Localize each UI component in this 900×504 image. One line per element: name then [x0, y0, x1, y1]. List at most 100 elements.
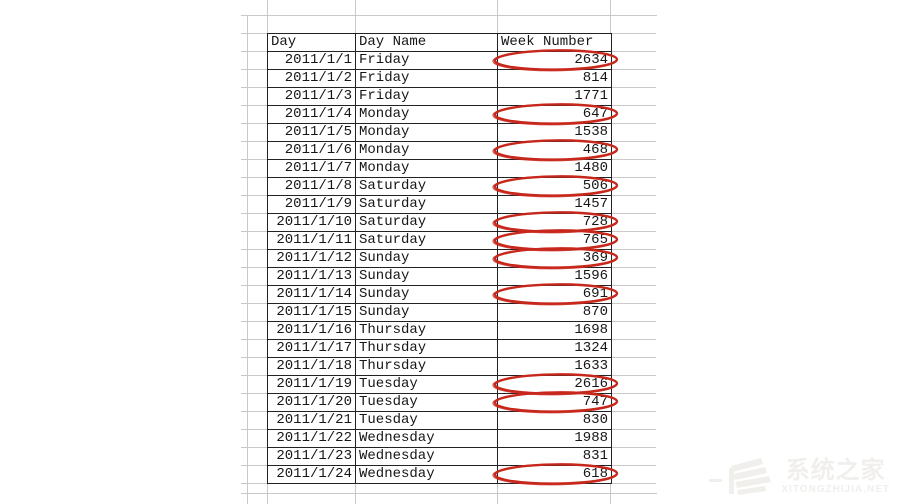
cell-day-name[interactable]: Saturday — [356, 196, 498, 214]
cell-day[interactable]: 2011/1/10 — [268, 214, 356, 232]
cell-week-number[interactable]: 506 — [498, 178, 611, 196]
cell-week-number[interactable]: 1324 — [498, 340, 611, 358]
watermark-logo — [709, 458, 772, 495]
cell-day-name[interactable]: Sunday — [356, 250, 498, 268]
cell-day[interactable]: 2011/1/8 — [268, 178, 356, 196]
cell-day-name[interactable]: Saturday — [356, 214, 498, 232]
table-row: 2011/1/11 Saturday 765 — [268, 232, 611, 250]
cell-day-name[interactable]: Monday — [356, 124, 498, 142]
cell-day-name[interactable]: Tuesday — [356, 376, 498, 394]
cell-day-name[interactable]: Saturday — [356, 178, 498, 196]
cell-day-name[interactable]: Monday — [356, 142, 498, 160]
cell-week-number[interactable]: 1457 — [498, 196, 611, 214]
cell-day-name[interactable]: Thursday — [356, 340, 498, 358]
grid-line — [241, 33, 267, 34]
cell-week-number[interactable]: 1596 — [498, 268, 611, 286]
table-row: 2011/1/17 Thursday 1324 — [268, 340, 611, 358]
cell-day-name[interactable]: Friday — [356, 88, 498, 106]
cell-day[interactable]: 2011/1/18 — [268, 358, 356, 376]
cell-day[interactable]: 2011/1/9 — [268, 196, 356, 214]
table-row: 2011/1/1 Friday 2634 — [268, 52, 611, 70]
cell-day-name[interactable]: Sunday — [356, 286, 498, 304]
grid-line — [610, 483, 656, 484]
column-header-day-name[interactable]: Day Name — [356, 34, 498, 52]
cell-week-number[interactable]: 1771 — [498, 88, 611, 106]
cell-day-name[interactable]: Tuesday — [356, 412, 498, 430]
cell-week-number[interactable]: 831 — [498, 448, 611, 466]
cell-week-number[interactable]: 468 — [498, 142, 611, 160]
cell-week-number[interactable]: 618 — [498, 466, 611, 484]
cell-week-number[interactable]: 830 — [498, 412, 611, 430]
cell-week-number[interactable]: 814 — [498, 70, 611, 88]
grid-line — [241, 87, 267, 88]
cell-day[interactable]: 2011/1/14 — [268, 286, 356, 304]
cell-week-number[interactable]: 870 — [498, 304, 611, 322]
table-row: 2011/1/19 Tuesday 2616 — [268, 376, 611, 394]
cell-day[interactable]: 2011/1/11 — [268, 232, 356, 250]
table-row: 2011/1/23 Wednesday 831 — [268, 448, 611, 466]
cell-day-name[interactable]: Tuesday — [356, 394, 498, 412]
grid-line — [241, 15, 657, 16]
cell-day-name[interactable]: Friday — [356, 52, 498, 70]
grid-line — [241, 285, 267, 286]
cell-day[interactable]: 2011/1/15 — [268, 304, 356, 322]
cell-day[interactable]: 2011/1/12 — [268, 250, 356, 268]
column-header-day[interactable]: Day — [268, 34, 356, 52]
cell-week-number[interactable]: 1538 — [498, 124, 611, 142]
cell-day[interactable]: 2011/1/24 — [268, 466, 356, 484]
cell-day[interactable]: 2011/1/19 — [268, 376, 356, 394]
cell-day-name[interactable]: Sunday — [356, 268, 498, 286]
cell-day-name[interactable]: Monday — [356, 160, 498, 178]
cell-day-name[interactable]: Sunday — [356, 304, 498, 322]
table-row: 2011/1/8 Saturday 506 — [268, 178, 611, 196]
grid-line — [610, 303, 656, 304]
cell-week-number[interactable]: 765 — [498, 232, 611, 250]
cell-day-name[interactable]: Wednesday — [356, 448, 498, 466]
cell-week-number[interactable]: 369 — [498, 250, 611, 268]
cell-day-name[interactable]: Wednesday — [356, 466, 498, 484]
cell-day-name[interactable]: Saturday — [356, 232, 498, 250]
cell-week-number[interactable]: 728 — [498, 214, 611, 232]
cell-week-number[interactable]: 1988 — [498, 430, 611, 448]
cell-day-name[interactable]: Thursday — [356, 358, 498, 376]
grid-line — [241, 493, 657, 494]
cell-day[interactable]: 2011/1/21 — [268, 412, 356, 430]
cell-week-number[interactable]: 1698 — [498, 322, 611, 340]
cell-day[interactable]: 2011/1/7 — [268, 160, 356, 178]
cell-week-number[interactable]: 2616 — [498, 376, 611, 394]
grid-line — [241, 483, 267, 484]
cell-day[interactable]: 2011/1/17 — [268, 340, 356, 358]
cell-week-number[interactable]: 1633 — [498, 358, 611, 376]
grid-line — [610, 411, 656, 412]
table-row: 2011/1/6 Monday 468 — [268, 142, 611, 160]
cell-week-number[interactable]: 747 — [498, 394, 611, 412]
cell-day[interactable]: 2011/1/16 — [268, 322, 356, 340]
table-row: 2011/1/4 Monday 647 — [268, 106, 611, 124]
cell-day[interactable]: 2011/1/13 — [268, 268, 356, 286]
grid-line — [610, 51, 656, 52]
cell-week-number[interactable]: 1480 — [498, 160, 611, 178]
grid-line — [241, 447, 267, 448]
cell-day[interactable]: 2011/1/3 — [268, 88, 356, 106]
cell-day[interactable]: 2011/1/5 — [268, 124, 356, 142]
cell-day[interactable]: 2011/1/6 — [268, 142, 356, 160]
cell-day[interactable]: 2011/1/4 — [268, 106, 356, 124]
cell-day[interactable]: 2011/1/20 — [268, 394, 356, 412]
grid-line — [610, 375, 656, 376]
cell-day[interactable]: 2011/1/2 — [268, 70, 356, 88]
grid-line — [241, 195, 267, 196]
cell-week-number[interactable]: 2634 — [498, 52, 611, 70]
cell-day[interactable]: 2011/1/22 — [268, 430, 356, 448]
table-row: 2011/1/21 Tuesday 830 — [268, 412, 611, 430]
column-header-week-number[interactable]: Week Number — [498, 34, 611, 52]
cell-day[interactable]: 2011/1/1 — [268, 52, 356, 70]
cell-day[interactable]: 2011/1/23 — [268, 448, 356, 466]
cell-day-name[interactable]: Wednesday — [356, 430, 498, 448]
cell-day-name[interactable]: Friday — [356, 70, 498, 88]
cell-day-name[interactable]: Monday — [356, 106, 498, 124]
cell-day-name[interactable]: Thursday — [356, 322, 498, 340]
cell-week-number[interactable]: 647 — [498, 106, 611, 124]
cell-week-number[interactable]: 691 — [498, 286, 611, 304]
grid-line — [610, 105, 656, 106]
grid-line — [610, 213, 656, 214]
